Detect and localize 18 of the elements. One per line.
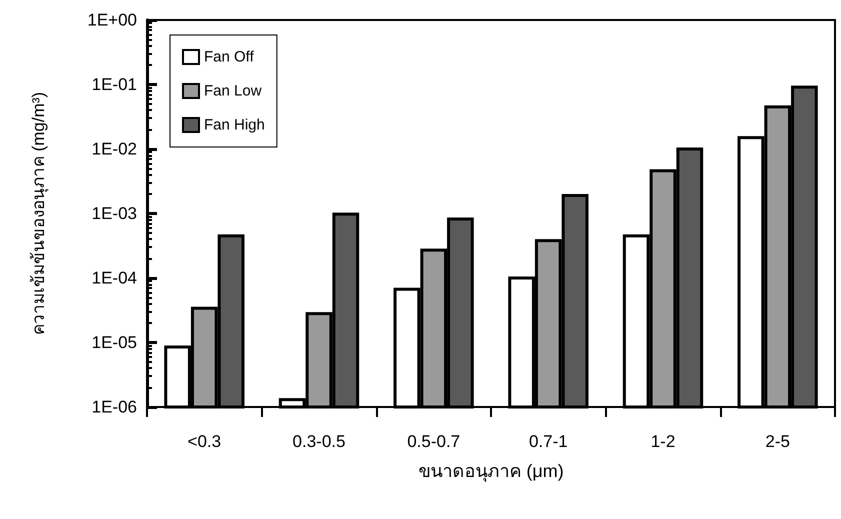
y-axis-title: ความเข้มข้นของอนุภาค (mg/m³) — [29, 92, 49, 336]
y-tick-label: 1E-03 — [92, 204, 137, 223]
y-tick-label: 1E-02 — [92, 140, 137, 158]
x-tick-label: 1-2 — [650, 432, 676, 451]
y-tick-label: 1E+00 — [87, 10, 137, 30]
y-tick-label: 1E-04 — [92, 268, 137, 288]
legend-label: Fan Off — [204, 48, 255, 66]
x-tick-label: 0.5-0.7 — [407, 432, 460, 451]
x-axis-title: ขนาดอนุภาค (μm) — [418, 461, 564, 482]
x-tick-label: <0.3 — [188, 432, 222, 451]
x-tick-label: 0.3-0.5 — [292, 432, 346, 451]
legend-label: Fan High — [204, 116, 265, 134]
x-tick-label: 2-5 — [765, 432, 790, 451]
y-tick-label: 1E-06 — [92, 398, 137, 416]
y-tick-label: 1E-05 — [92, 333, 137, 352]
legend-label: Fan Low — [204, 82, 262, 100]
y-tick-label: 1E-01 — [92, 75, 137, 94]
x-tick-label: 0.7-1 — [528, 432, 568, 451]
